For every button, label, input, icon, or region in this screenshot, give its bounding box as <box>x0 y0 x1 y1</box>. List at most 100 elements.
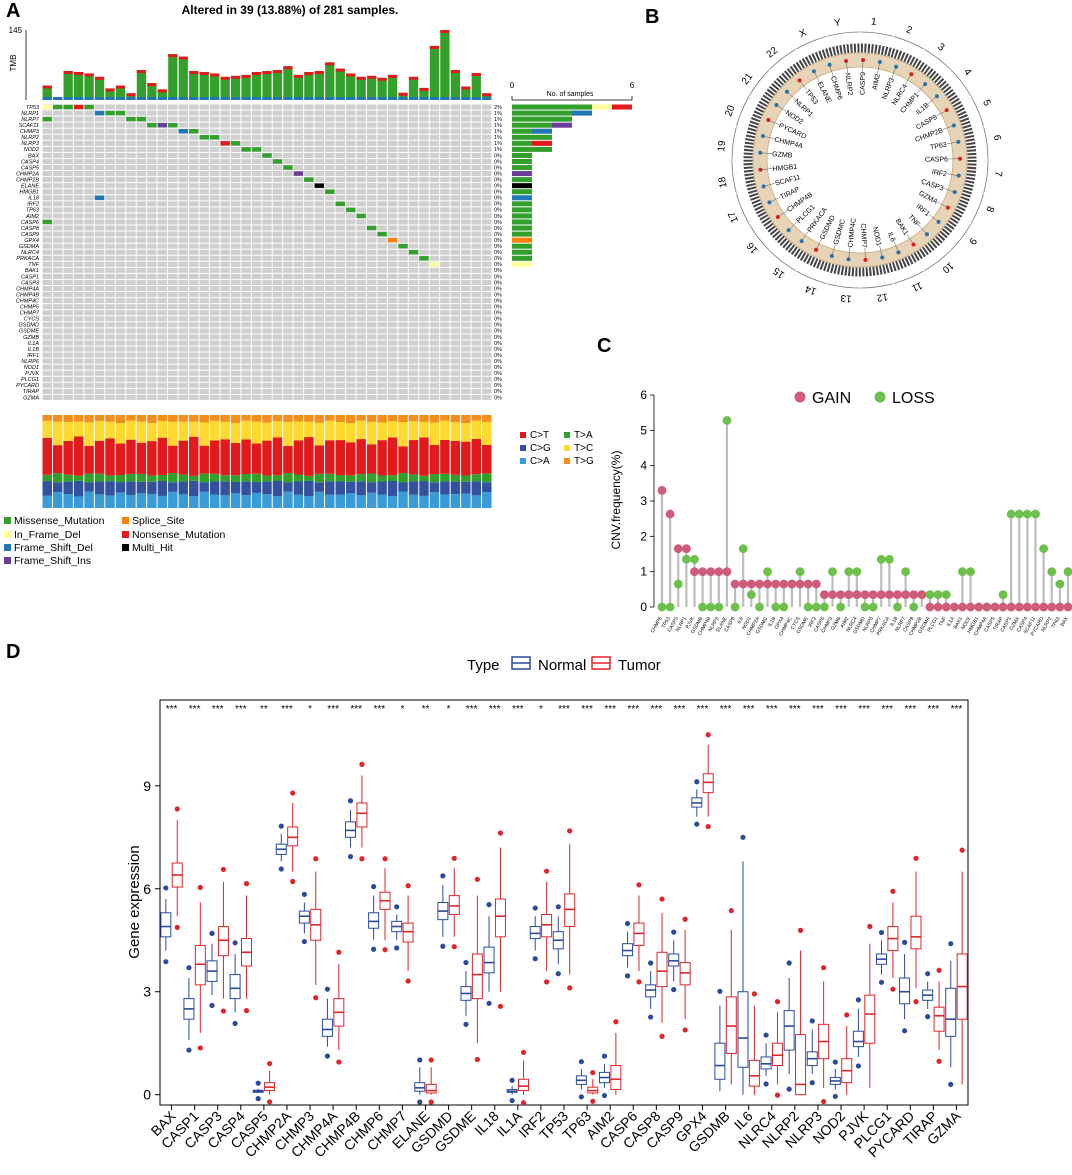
oncoplot-cell <box>220 195 230 201</box>
cnv-loss-point <box>706 602 716 612</box>
oncoplot-cell <box>366 255 377 261</box>
oncoplot-cell <box>168 110 178 116</box>
oncoplot-cell <box>440 146 450 152</box>
circos-gene-link <box>788 221 798 231</box>
oncoplot-cell <box>461 334 471 340</box>
tmb-bar-nonsense <box>387 74 398 78</box>
oncoplot-cell <box>293 116 304 122</box>
oncoplot-cell <box>262 231 272 237</box>
circos-gene-link <box>893 241 899 253</box>
tmb-bar-frameshift <box>147 97 157 100</box>
box-outlier <box>209 930 215 936</box>
tmb-bar <box>283 66 293 100</box>
titv-legend-swatch <box>564 445 570 451</box>
oncoplot-cell <box>241 304 251 310</box>
oncoplot-gene-percent: 1% <box>494 129 502 135</box>
cnv-y-axis-label: CNV.frequency(%) <box>609 451 623 550</box>
oncoplot-cell <box>419 152 429 158</box>
oncoplot-cell <box>440 316 450 322</box>
oncoplot-cell <box>73 177 84 183</box>
box-outlier <box>717 988 723 994</box>
oncoplot-cell <box>136 322 147 328</box>
oncoplot-cell <box>84 273 94 279</box>
oncoplot-cell <box>429 207 440 213</box>
oncoplot-cell <box>345 183 356 189</box>
oncoplot-cell <box>419 346 429 352</box>
oncoplot-cell <box>429 370 440 376</box>
oncoplot-cell <box>283 394 293 400</box>
oncoplot-gene-label: GZMA <box>23 395 39 401</box>
oncoplot-cell <box>42 304 52 310</box>
circos-chromosome-label: 14 <box>803 282 818 296</box>
cnv-loss-point <box>681 554 691 564</box>
oncoplot-cell <box>136 334 147 340</box>
oncoplot-cell <box>147 171 157 177</box>
oncoplot-cell <box>482 128 492 134</box>
oncoplot-cell <box>398 110 408 116</box>
oncoplot-cell <box>293 292 304 298</box>
tmb-bar-frameshift <box>408 97 419 100</box>
titv-bar-segment <box>429 474 440 483</box>
titv-bar-segment <box>377 475 387 482</box>
oncoplot-gene-percent: 1% <box>494 135 502 141</box>
oncoplot-cell <box>314 207 325 213</box>
titv-bar-segment <box>126 494 136 508</box>
oncoplot-cell <box>251 267 262 273</box>
oncoplot-cell <box>94 273 105 279</box>
oncoplot-cell <box>52 273 63 279</box>
oncoplot-cell <box>105 225 115 231</box>
oncoplot-cell <box>63 189 73 195</box>
circos-gene-link <box>943 188 955 193</box>
titv-bar-segment <box>199 422 209 446</box>
oncoplot-cell <box>471 183 482 189</box>
oncoplot-cell <box>84 237 94 243</box>
cnv-loss-point <box>763 567 772 577</box>
oncoplot-cell <box>168 340 178 346</box>
oncoplot-mutation <box>220 141 230 146</box>
box-outlier <box>601 1092 608 1099</box>
box-outlier <box>590 1070 596 1076</box>
side-count-bar <box>512 261 532 267</box>
oncoplot-cell <box>220 394 230 400</box>
tmb-bar <box>94 76 105 100</box>
oncoplot-cell <box>283 358 293 364</box>
oncoplot-cell <box>314 352 325 358</box>
oncoplot-cell <box>377 310 387 316</box>
oncoplot-cell <box>450 273 461 279</box>
circos-gene-label: AIM2 <box>872 73 882 91</box>
oncoplot-cell <box>168 292 178 298</box>
oncoplot-cell <box>189 346 199 352</box>
oncoplot-cell <box>429 158 440 164</box>
oncoplot-gene-percent: 0% <box>494 371 502 377</box>
oncoplot-cell <box>325 165 335 171</box>
oncoplot-cell <box>304 110 314 116</box>
oncoplot-cell <box>84 122 94 128</box>
oncoplot-cell <box>387 358 398 364</box>
oncoplot-cell <box>325 292 335 298</box>
circos-gene-link <box>879 245 883 258</box>
oncoplot-cell <box>189 158 199 164</box>
oncoplot-gene-label: CHMP4A <box>16 286 39 292</box>
oncoplot-cell <box>429 364 440 370</box>
oncoplot-cell <box>366 134 377 140</box>
oncoplot-cell <box>419 231 429 237</box>
titv-bar-segment <box>283 491 293 508</box>
oncoplot-cell <box>168 364 178 370</box>
oncoplot-cell <box>178 201 189 207</box>
box-significance-label: *** <box>189 704 201 715</box>
box-y-tick-label: 3 <box>143 984 151 1000</box>
oncoplot-cell <box>52 158 63 164</box>
titv-bar-segment <box>63 474 73 482</box>
titv-bar-segment <box>345 442 356 476</box>
oncoplot-cell <box>73 286 84 292</box>
oncoplot-cell <box>482 207 492 213</box>
oncoplot-cell <box>461 189 471 195</box>
oncoplot-cell <box>189 376 199 382</box>
oncoplot-cell <box>272 219 283 225</box>
oncoplot-cell <box>293 140 304 146</box>
oncoplot-cell <box>387 201 398 207</box>
oncoplot-cell <box>440 273 450 279</box>
oncoplot-cell <box>450 104 461 110</box>
oncoplot-cell <box>398 394 408 400</box>
titv-bar-segment <box>136 493 147 508</box>
